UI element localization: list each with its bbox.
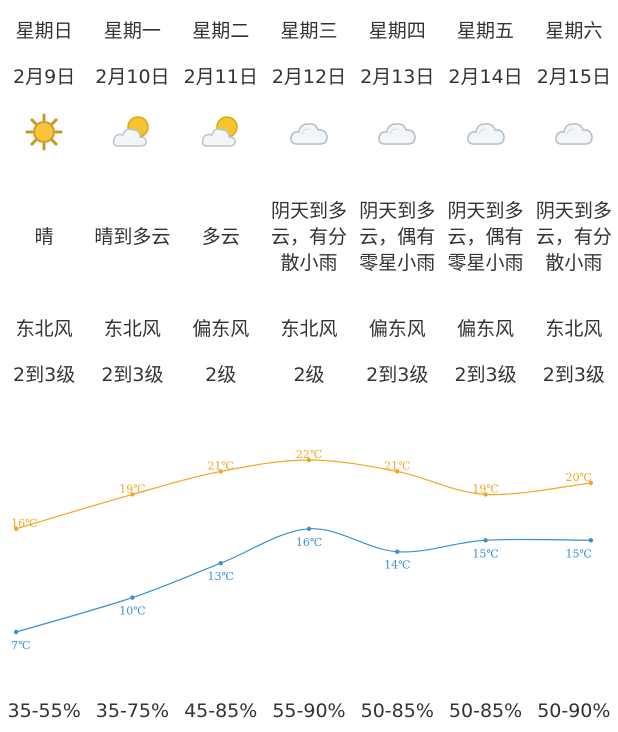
description-cell: 晴到多云	[94, 226, 171, 248]
low-temp-label: 13℃	[208, 570, 234, 583]
wind-level-cell: 2到3级	[101, 364, 164, 386]
description-cell: 阴天到多云，有分散小雨	[270, 200, 347, 274]
wind-level-cell: 2级	[293, 364, 325, 386]
wind-direction-cell: 偏东风	[192, 318, 250, 340]
low-temp-label: 7℃	[11, 639, 30, 652]
humidity-row: 35-55% 35-75% 45-85% 55-90% 50-85% 50-85% 50-9…	[0, 700, 618, 722]
high-temp-point	[306, 457, 312, 463]
description-cell: 阴天到多云，偶有零星小雨	[359, 200, 436, 274]
wind-level-cell: 2到3级	[454, 364, 517, 386]
sun-cloud-icon	[88, 112, 176, 152]
wind-level-row: 2到3级 2到3级 2级 2级 2到3级 2到3级 2到3级	[0, 360, 618, 387]
low-temp-point	[218, 561, 223, 566]
wind-direction-cell: 东北风	[280, 318, 338, 340]
low-temp-point	[130, 595, 135, 600]
description-cell: 阴天到多云，有分散小雨	[535, 200, 612, 274]
high-temp-label: 22℃	[296, 448, 322, 461]
date-cell: 2月13日	[360, 66, 435, 88]
weather-icon-row	[0, 112, 618, 152]
high-temp-label: 19℃	[472, 482, 498, 495]
low-temp-point	[483, 538, 488, 543]
wind-level-cell: 2到3级	[542, 364, 605, 386]
low-temp-label: 15℃	[472, 547, 498, 560]
high-temp-label: 19℃	[119, 482, 145, 495]
high-temp-point	[130, 492, 135, 497]
weekday-row: 星期日 星期一 星期二 星期三 星期四 星期五 星期六	[0, 16, 618, 43]
low-temp-label: 16℃	[296, 536, 322, 549]
low-temp-point	[13, 629, 19, 635]
high-temp-label: 21℃	[208, 459, 234, 472]
weekday-cell: 星期二	[192, 20, 250, 42]
wind-direction-cell: 东北风	[545, 318, 603, 340]
description-cell: 多云	[201, 226, 240, 248]
high-temp-label: 21℃	[384, 459, 410, 472]
wind-direction-cell: 偏东风	[368, 318, 426, 340]
date-cell: 2月10日	[95, 66, 170, 88]
weekday-cell: 星期日	[15, 20, 73, 42]
description-cell: 晴	[34, 226, 54, 248]
high-temp-point	[483, 492, 488, 497]
high-temp-label: 16℃	[11, 517, 37, 530]
weekday-cell: 星期三	[280, 20, 338, 42]
description-cell: 阴天到多云，偶有零星小雨	[447, 200, 524, 274]
humidity-cell: 45-85%	[184, 700, 258, 722]
low-temp-point	[588, 538, 594, 543]
low-temp-point	[306, 526, 312, 531]
wind-level-cell: 2到3级	[366, 364, 429, 386]
weekday-cell: 星期一	[103, 20, 161, 42]
wind-level-cell: 2到3级	[13, 364, 76, 386]
weekday-cell: 星期六	[545, 20, 603, 42]
humidity-cell: 50-85%	[360, 700, 434, 722]
date-row: 2月9日 2月10日 2月11日 2月12日 2月13日 2月14日 2月15日	[0, 62, 618, 89]
sun-icon	[0, 112, 88, 152]
humidity-cell: 35-55%	[7, 700, 81, 722]
high-temp-label: 20℃	[566, 471, 592, 484]
wind-direction-cell: 偏东风	[457, 318, 515, 340]
sun-cloud-icon	[177, 112, 265, 152]
weekday-cell: 星期四	[368, 20, 426, 42]
cloud-icon	[265, 112, 353, 152]
humidity-cell: 35-75%	[95, 700, 170, 722]
high-temp-point	[218, 469, 223, 474]
low-temp-label: 10℃	[119, 605, 145, 618]
date-cell: 2月15日	[536, 66, 611, 88]
high-temp-point	[13, 526, 19, 531]
high-temp-point	[395, 469, 400, 474]
date-cell: 2月14日	[448, 66, 523, 88]
wind-direction-cell: 东北风	[15, 318, 73, 340]
wind-direction-row: 东北风 东北风 偏东风 东北风 偏东风 偏东风 东北风	[0, 314, 618, 341]
humidity-cell: 50-90%	[537, 700, 611, 722]
high-temp-point	[588, 480, 594, 486]
cloud-icon	[353, 112, 441, 152]
low-temp-point	[395, 549, 400, 554]
cloud-icon	[530, 112, 618, 152]
date-cell: 2月9日	[13, 66, 76, 88]
humidity-cell: 55-90%	[272, 700, 346, 722]
temperature-chart: 16℃ 19℃ 21℃ 22℃ 21℃ 19℃ 20℃ 7℃ 10℃ 13℃ 16℃ 14℃ 15℃ 15…	[11, 448, 594, 652]
low-temp-label: 15℃	[566, 547, 592, 560]
cloud-icon	[441, 112, 529, 152]
wind-level-cell: 2级	[205, 364, 237, 386]
date-cell: 2月12日	[271, 66, 347, 88]
date-cell: 2月11日	[183, 66, 258, 88]
weekday-cell: 星期五	[457, 20, 515, 42]
low-temp-label: 14℃	[384, 559, 410, 572]
description-row: 晴晴到多云 多云 阴天到多云，有分散小雨 阴天到多云，偶有零星小雨 阴天到多云，偶有零星…	[0, 182, 618, 292]
high-temp-line	[15, 459, 591, 530]
humidity-cell: 50-85%	[448, 700, 523, 722]
wind-direction-cell: 东北风	[103, 318, 161, 340]
